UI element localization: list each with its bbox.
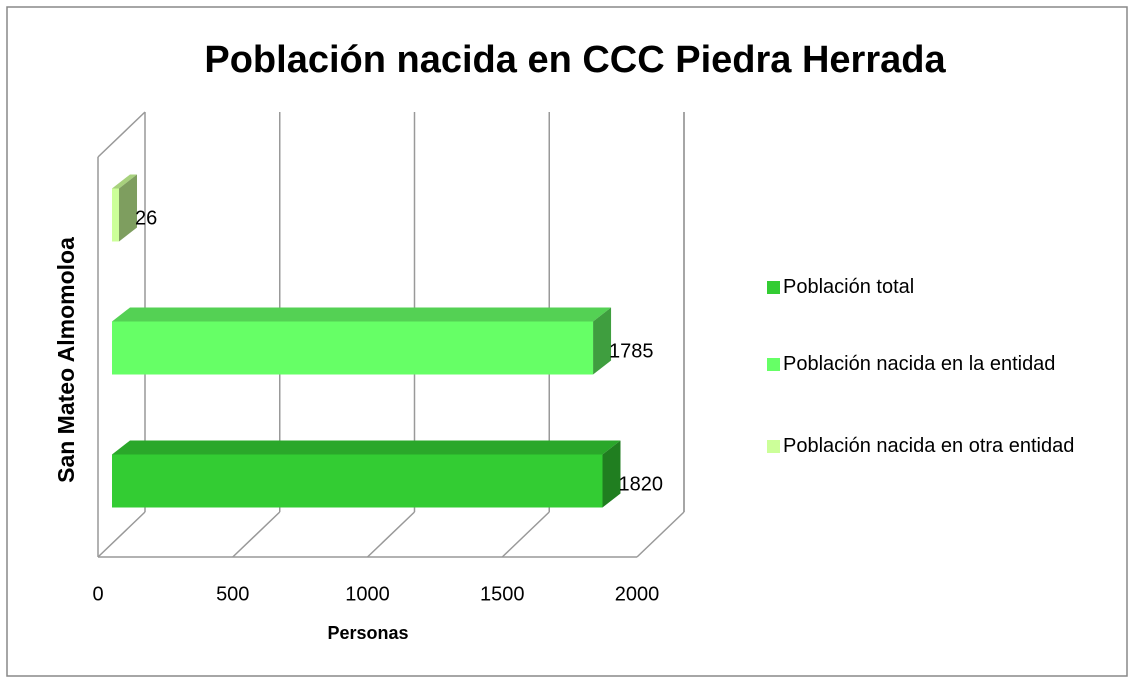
x-tick-label: 2000	[615, 583, 660, 605]
bar-top	[112, 174, 138, 189]
bar	[112, 188, 120, 242]
category-label: San Mateo Almomoloa	[53, 237, 79, 483]
bar	[112, 321, 594, 375]
bar-top	[112, 307, 612, 322]
bar-top	[112, 440, 621, 455]
bar-side	[593, 307, 612, 375]
floor-grid-line	[232, 511, 281, 558]
floor-grid-line	[97, 511, 146, 558]
x-tick-label: 500	[216, 583, 249, 605]
bar	[112, 454, 603, 508]
data-label: 1820	[618, 473, 663, 495]
bar-side	[602, 440, 621, 508]
legend-label: Población nacida en otra entidad	[783, 435, 1075, 457]
data-label: 1785	[609, 340, 654, 362]
wall-edge	[97, 111, 146, 158]
data-label: 26	[135, 207, 157, 229]
x-tick-label: 0	[92, 583, 103, 605]
legend-swatch	[767, 281, 780, 294]
legend-label: Población nacida en la entidad	[783, 353, 1056, 375]
legend-label: Población total	[783, 276, 915, 298]
floor-grid-line	[501, 511, 550, 558]
legend-swatch	[767, 358, 780, 371]
x-tick-label: 1500	[480, 583, 525, 605]
x-axis-label: Personas	[327, 623, 408, 643]
floor-grid-line	[636, 511, 685, 558]
legend-swatch	[767, 440, 780, 453]
bar-side	[119, 174, 138, 242]
x-tick-label: 1000	[345, 583, 390, 605]
chart-title: Población nacida en CCC Piedra Herrada	[204, 39, 946, 81]
floor-grid-line	[366, 511, 416, 558]
